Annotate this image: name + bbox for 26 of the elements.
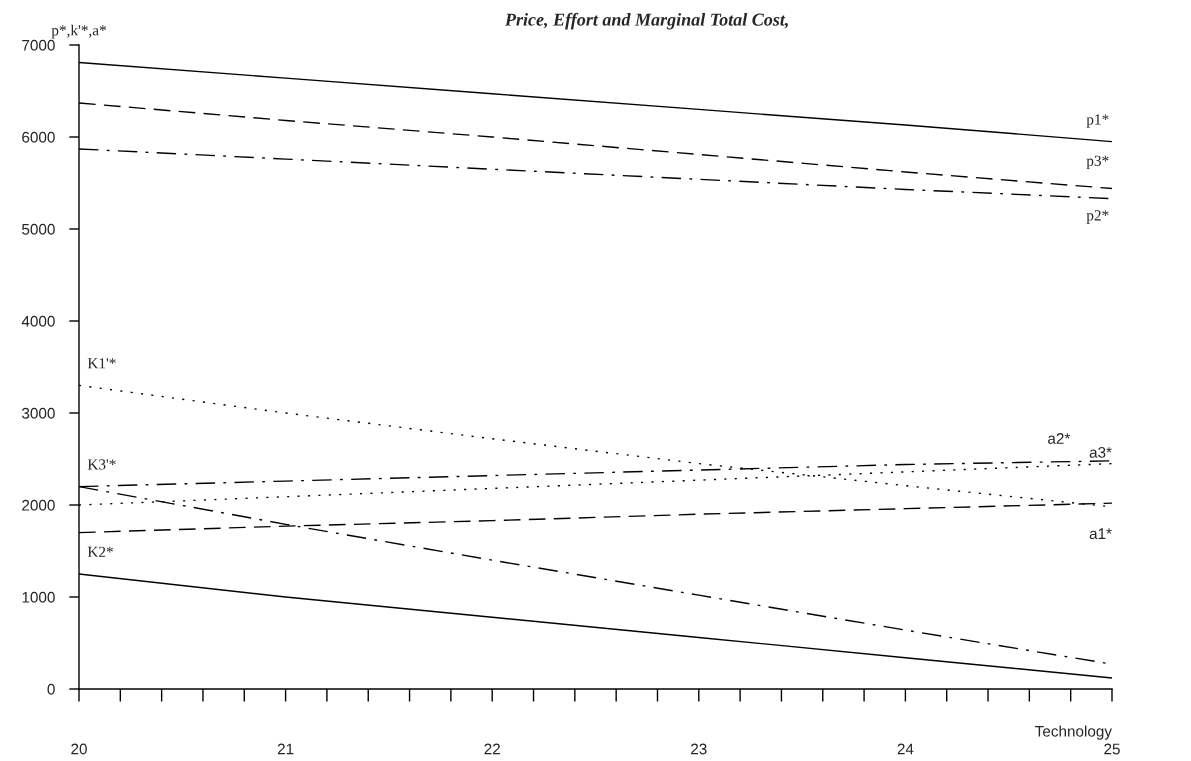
series-label: K1'* [87,358,116,369]
x-axis-title: Technology [1035,725,1112,740]
y-tick-label: 0 [47,683,55,695]
series-label: p3* [1086,155,1109,170]
x-tick-label: 23 [691,743,707,755]
x-tick-label: 24 [897,743,914,755]
series-label: p2* [1086,210,1109,224]
y-tick-label: 1000 [22,591,55,603]
x-tick-label: 25 [1104,743,1120,755]
series-label: a1* [1089,528,1112,540]
series-label: K2* [87,546,113,557]
x-tick-label: 22 [484,743,500,755]
y-tick-label: 6000 [22,131,55,143]
series-label: K3'* [87,459,116,470]
series-label: p1* [1086,114,1109,128]
x-tick-label: 21 [277,743,294,755]
y-axis-title: p*,k'*,a* [51,24,106,39]
y-tick-label: 4000 [21,315,55,327]
y-tick-label: 5000 [22,223,55,235]
series-label: a2* [1048,433,1071,444]
y-tick-label: 3000 [21,407,55,419]
x-tick-label: 20 [71,743,87,755]
series-label: a3* [1089,446,1112,458]
chart-title: Price, Effort and Marginal Total Cost, [504,12,788,30]
y-tick-label: 2000 [22,499,55,511]
y-tick-label: 7000 [22,39,55,51]
